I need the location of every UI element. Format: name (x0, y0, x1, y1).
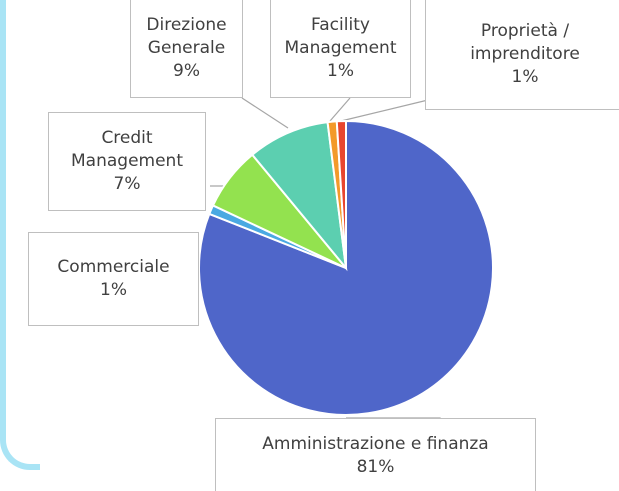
slice-name: Credit Management (71, 128, 183, 171)
data-label: Proprietà / imprenditore 1% (425, 0, 619, 110)
slice-value: 1% (100, 280, 127, 300)
slice-value: 1% (327, 60, 354, 81)
slice (250, 121, 348, 272)
slice-name: Direzione Generale (146, 14, 227, 58)
leader-line (241, 97, 289, 129)
slice-name: Amministrazione e finanza (262, 433, 489, 454)
slice-value: 7% (113, 174, 141, 194)
data-label: Commerciale 1% (28, 232, 199, 326)
slice-value: 1% (511, 66, 539, 87)
slices (198, 119, 494, 416)
slice-name: Proprietà / imprenditore (470, 20, 580, 64)
slice-value: 9% (173, 60, 200, 81)
data-label: Amministrazione e finanza 81% (215, 418, 536, 491)
data-label: Direzione Generale 9% (130, 0, 243, 98)
slice-name: Facility Management (284, 14, 397, 58)
slice-name: Commerciale (57, 257, 170, 277)
leader-line (340, 99, 429, 122)
slice-value: 81% (356, 456, 395, 477)
frame (0, 0, 40, 470)
data-label: Facility Management 1% (270, 0, 411, 98)
leader-line (329, 97, 351, 122)
data-label: Credit Management 7% (48, 112, 206, 211)
slice (335, 119, 347, 269)
